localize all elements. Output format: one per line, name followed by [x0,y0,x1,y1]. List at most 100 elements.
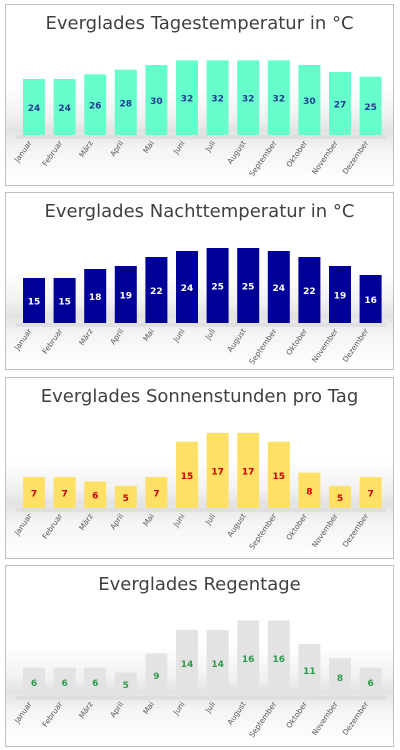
x-tick-label: Oktober [284,138,309,169]
bar [237,620,260,696]
x-tick-label: September [247,138,279,178]
bar [23,79,45,135]
x-tick-label: August [225,139,247,166]
bar [145,257,168,323]
x-tick-label: November [310,511,340,549]
bar [114,485,137,508]
bar [145,477,168,508]
data-label: 30 [303,97,316,107]
bar [206,248,229,323]
bar [267,441,290,508]
data-label: 24 [28,104,41,114]
x-tick-label: August [225,700,247,727]
chart-panel-night-temp: Everglades Nachttemperatur in °C 15 Janua… [5,192,394,370]
x-tick-label: März [77,700,95,720]
data-label: 25 [242,283,255,293]
bar [206,432,229,508]
bar [84,481,107,508]
bar [237,248,260,323]
bar [23,278,45,323]
bar [206,629,229,696]
x-tick-label: März [77,512,95,532]
bar [359,76,382,135]
x-tick-label: November [310,326,340,364]
x-tick-label: Mai [141,139,156,155]
data-label: 15 [273,472,286,482]
x-tick-label: Januar [12,699,34,725]
bar [298,472,321,508]
bar [114,69,137,135]
bar [329,485,351,508]
x-tick-label: Mai [141,700,156,716]
x-tick-label: Februar [40,699,64,729]
x-tick-label: Juli [203,139,217,154]
data-label: 24 [181,284,194,294]
data-label: 7 [61,490,67,500]
data-label: 18 [89,293,102,303]
x-tick-label: September [247,511,279,551]
x-tick-label: November [310,138,340,176]
bar [329,658,351,696]
bar [359,275,382,323]
bar [237,60,260,136]
data-label: 6 [92,679,98,689]
bar [267,251,290,323]
x-tick-label: Februar [40,511,64,541]
x-tick-label: Oktober [284,511,309,542]
baseline-shadow [16,508,386,512]
data-label: 25 [211,283,224,293]
bar [359,477,382,508]
x-tick-label: Juni [171,700,187,717]
data-label: 32 [273,95,286,105]
bar [176,251,198,323]
data-label: 6 [61,679,67,689]
baseline-shadow [16,135,386,139]
bar [53,477,76,508]
bar [206,60,229,136]
bar [23,667,45,696]
x-tick-label: Mai [141,327,156,343]
bar [267,620,290,696]
data-label: 6 [367,679,373,689]
x-tick-label: November [310,699,340,737]
bar [84,667,107,696]
chart-title: Everglades Nachttemperatur in °C [44,201,355,222]
data-label: 5 [123,681,129,691]
bar [145,65,168,135]
bar [267,60,290,136]
data-label: 16 [242,655,255,665]
bar [84,74,107,135]
bar [53,278,76,323]
data-label: 32 [181,95,194,105]
data-label: 7 [153,490,159,500]
x-tick-label: Dezember [341,326,371,364]
data-label: 15 [181,472,194,482]
bar [23,477,45,508]
x-tick-label: April [108,700,125,719]
bar [329,266,351,323]
data-label: 8 [337,674,343,684]
data-label: 17 [242,467,255,477]
bar [53,79,76,135]
x-tick-label: Dezember [341,511,371,549]
bar [145,653,168,696]
chart-panel-rain-days: Everglades Regentage 6 Januar 6 Februar 6 Mär… [5,565,394,747]
bar [114,672,137,696]
data-label: 25 [364,103,377,113]
bar [84,269,107,323]
x-tick-label: März [77,327,95,347]
x-tick-label: Januar [12,326,34,352]
data-label: 27 [334,101,347,111]
data-label: 32 [211,95,224,105]
data-label: 16 [273,655,286,665]
x-tick-label: August [225,327,247,354]
x-tick-label: Dezember [341,138,371,176]
x-tick-label: Juli [203,327,217,342]
data-label: 17 [211,467,224,477]
bar [329,72,351,135]
data-label: 8 [306,487,312,497]
x-tick-label: September [247,326,279,366]
chart-title: Everglades Regentage [98,574,301,595]
bar [176,629,198,696]
bar [176,60,198,136]
